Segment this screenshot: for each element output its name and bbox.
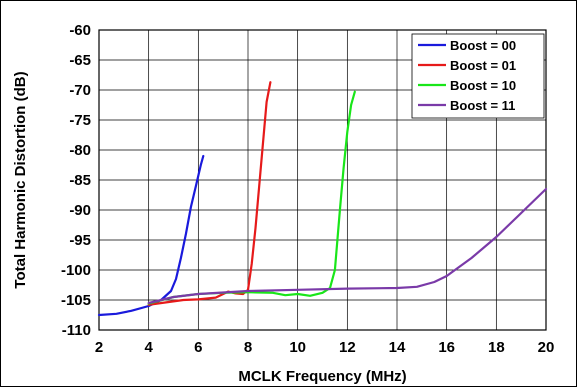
y-tick-label: -105 [61,292,91,309]
y-tick-label: -75 [69,112,91,129]
series-line-2 [147,90,356,305]
series-lines [97,81,548,317]
y-tick-label: -110 [62,322,91,339]
x-tick-label: 10 [289,339,306,356]
y-tick-label: -60 [69,22,91,39]
legend-label: Boost = 00 [450,38,516,53]
series-line-3 [147,187,548,305]
y-tick-label: -65 [69,52,91,69]
series-line-1 [147,81,272,306]
y-tick-label: -85 [69,172,91,189]
x-tick-label: 20 [538,339,555,356]
x-tick-label: 12 [339,339,356,356]
x-axis-title: MCLK Frequency (MHz) [238,368,406,385]
y-tick-label: -80 [69,142,91,159]
y-axis-tick-labels: -60 -65 -70 -75 -80 -85 -90 -95 -100 -105 -110 [61,22,91,339]
legend-label: Boost = 10 [450,78,516,93]
series-line-0 [97,154,205,317]
x-tick-label: 16 [438,339,455,356]
plot-area [98,29,547,331]
legend-label: Boost = 11 [450,98,515,113]
y-axis-title: Total Harmonic Distortion (dB) [12,71,29,288]
x-tick-label: 8 [244,339,252,356]
x-tick-label: 4 [144,339,153,356]
legend-label: Boost = 01 [450,58,516,73]
x-tick-label: 18 [488,339,505,356]
x-axis-tick-labels: 2 4 6 8 10 12 14 16 18 20 [95,339,555,356]
x-tick-label: 6 [194,339,202,356]
y-tick-label: -95 [69,232,91,249]
y-tick-label: -70 [69,82,91,99]
x-tick-label: 2 [95,339,103,356]
x-tick-label: 14 [389,339,406,356]
y-tick-label: -100 [61,262,91,279]
legend: Boost = 00 Boost = 01 Boost = 10 Boost = 11 [411,33,545,119]
y-tick-label: -90 [69,202,91,219]
